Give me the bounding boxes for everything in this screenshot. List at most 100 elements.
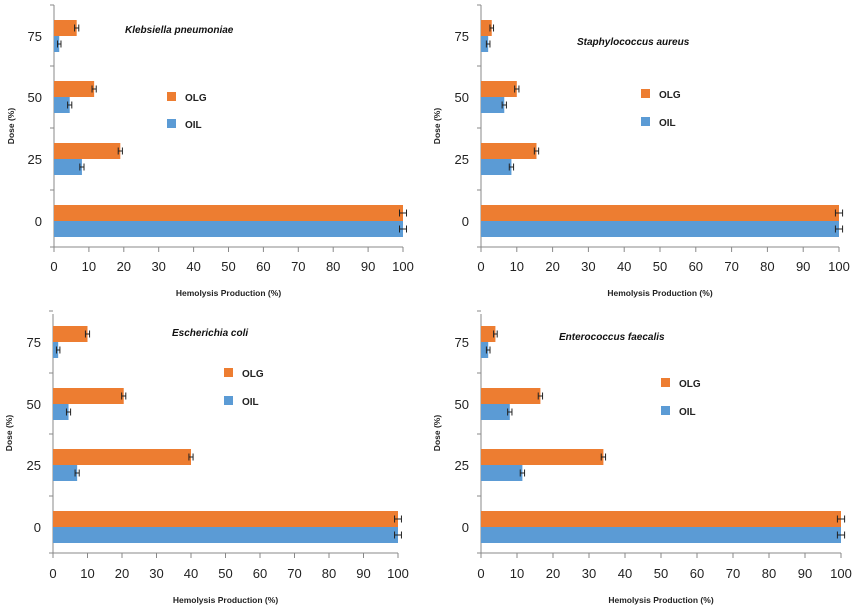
x-tick-label: 50	[218, 566, 232, 581]
bar-olg	[481, 81, 517, 97]
x-tick-label: 80	[322, 566, 336, 581]
legend-label-oil: OIL	[242, 397, 259, 408]
x-tick-label: 90	[361, 259, 375, 274]
legend-swatch-oil	[661, 406, 670, 415]
x-tick-label: 10	[80, 566, 94, 581]
bar-olg	[53, 449, 191, 465]
bar-oil	[481, 159, 512, 175]
y-axis-title: Dose (%)	[432, 108, 442, 145]
y-axis-title: Dose (%)	[4, 415, 14, 452]
y-tick-label: 75	[27, 335, 41, 350]
chart-title: Enterococcus faecalis	[559, 332, 665, 343]
bar-oil	[481, 97, 505, 113]
x-tick-label: 10	[510, 259, 524, 274]
x-tick-label: 40	[617, 259, 631, 274]
chart-panel: 0 10 20 30 40 50 60 70 80 90 100 0 25 50 75 Enterococcu…	[432, 310, 852, 605]
x-tick-label: 0	[49, 566, 56, 581]
y-tick-label: 25	[27, 458, 41, 473]
bar-oil	[481, 221, 839, 237]
x-tick-label: 80	[762, 566, 776, 581]
legend-swatch-olg	[167, 92, 176, 101]
bar-olg	[481, 205, 839, 221]
legend-swatch-olg	[641, 89, 650, 98]
x-tick-label: 20	[115, 566, 129, 581]
bar-oil	[481, 342, 489, 358]
legend-label-olg: OLG	[242, 369, 264, 380]
y-tick-label: 0	[462, 214, 469, 229]
legend-label-oil: OIL	[185, 120, 202, 131]
x-tick-label: 40	[618, 566, 632, 581]
x-tick-label: 20	[117, 259, 131, 274]
bar-olg	[481, 143, 537, 159]
y-tick-label: 75	[455, 29, 469, 44]
x-tick-label: 0	[50, 259, 57, 274]
x-tick-label: 100	[392, 259, 414, 274]
x-tick-label: 50	[221, 259, 235, 274]
bar-olg	[54, 205, 403, 221]
x-axis-title: Hemolysis Production (%)	[608, 595, 713, 605]
bar-oil	[54, 36, 60, 52]
x-tick-label: 100	[830, 566, 852, 581]
chart-title: Staphylococcus aureus	[577, 37, 690, 48]
x-tick-label: 10	[510, 566, 524, 581]
bar-olg	[54, 81, 95, 97]
bar-olg	[53, 326, 88, 342]
x-tick-label: 100	[387, 566, 409, 581]
legend-label-olg: OLG	[679, 379, 701, 390]
x-tick-label: 20	[546, 566, 560, 581]
bar-olg	[54, 20, 77, 36]
x-tick-label: 60	[689, 259, 703, 274]
y-tick-label: 0	[462, 520, 469, 535]
y-tick-label: 50	[28, 90, 42, 105]
bar-olg	[481, 388, 541, 404]
x-tick-label: 30	[582, 566, 596, 581]
legend-swatch-oil	[224, 396, 233, 405]
bar-oil	[53, 404, 69, 420]
y-tick-label: 50	[455, 397, 469, 412]
x-tick-label: 60	[690, 566, 704, 581]
x-tick-label: 50	[653, 259, 667, 274]
y-tick-label: 25	[455, 152, 469, 167]
x-axis-title: Hemolysis Production (%)	[176, 288, 281, 298]
x-tick-label: 30	[151, 259, 165, 274]
bar-olg	[53, 388, 124, 404]
x-tick-label: 70	[726, 566, 740, 581]
x-tick-label: 10	[82, 259, 96, 274]
x-tick-label: 30	[581, 259, 595, 274]
bar-oil	[481, 404, 510, 420]
x-tick-label: 90	[796, 259, 810, 274]
legend-label-olg: OLG	[185, 93, 207, 104]
bar-oil	[481, 527, 841, 543]
x-tick-label: 40	[184, 566, 198, 581]
bar-olg	[481, 511, 841, 527]
bar-olg	[481, 20, 492, 36]
x-tick-label: 70	[724, 259, 738, 274]
x-axis-title: Hemolysis Production (%)	[173, 595, 278, 605]
bar-olg	[481, 449, 604, 465]
bar-olg	[481, 326, 496, 342]
legend-label-olg: OLG	[659, 90, 681, 101]
y-tick-label: 50	[455, 90, 469, 105]
x-tick-label: 50	[654, 566, 668, 581]
legend-swatch-oil	[167, 119, 176, 128]
x-tick-label: 70	[287, 566, 301, 581]
x-tick-label: 90	[356, 566, 370, 581]
x-tick-label: 60	[256, 259, 270, 274]
y-axis-title: Dose (%)	[432, 415, 442, 452]
bar-oil	[54, 97, 70, 113]
chart-title: Klebsiella pneumoniae	[125, 25, 234, 36]
bar-olg	[53, 511, 398, 527]
bar-oil	[54, 159, 82, 175]
bar-oil	[53, 342, 59, 358]
y-tick-label: 0	[34, 520, 41, 535]
bar-olg	[54, 143, 121, 159]
bar-oil	[54, 221, 403, 237]
x-tick-label: 40	[186, 259, 200, 274]
y-tick-label: 75	[455, 335, 469, 350]
x-tick-label: 0	[477, 259, 484, 274]
bar-oil	[53, 465, 78, 481]
x-tick-label: 90	[798, 566, 812, 581]
legend-swatch-olg	[224, 368, 233, 377]
legend-swatch-olg	[661, 378, 670, 387]
